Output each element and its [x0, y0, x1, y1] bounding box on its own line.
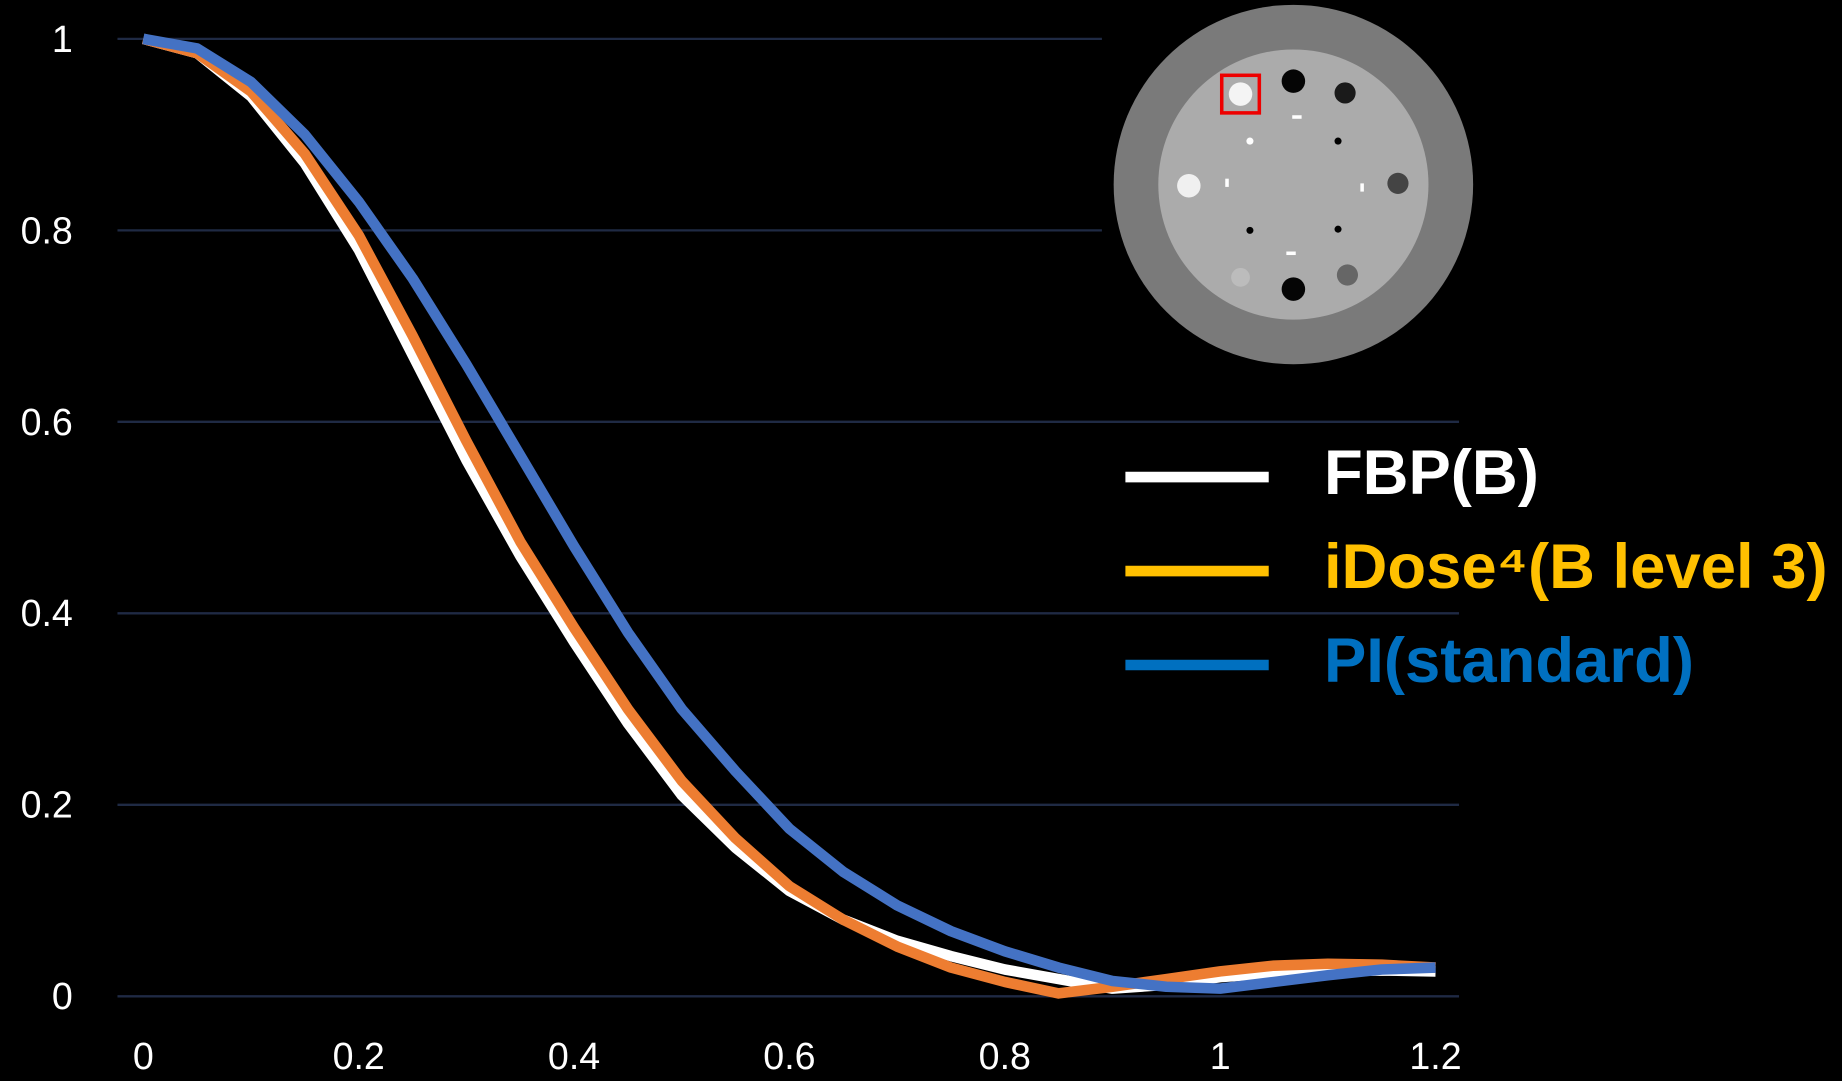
- insert: [1360, 183, 1364, 191]
- insert: [1177, 174, 1200, 197]
- insert: [1282, 277, 1305, 300]
- insert: [1387, 173, 1408, 194]
- y-tick-label: 0: [52, 975, 73, 1017]
- phantom-image: [1102, 0, 1485, 376]
- legend-label: iDose⁴(B level 3): [1324, 532, 1828, 602]
- insert: [1229, 82, 1252, 105]
- y-tick-label: 0.4: [21, 592, 73, 634]
- x-tick-label: 0.6: [763, 1035, 815, 1077]
- x-tick-label: 0.4: [548, 1035, 600, 1077]
- insert: [1335, 138, 1342, 145]
- insert: [1282, 69, 1305, 92]
- insert: [1335, 82, 1356, 103]
- insert: [1337, 264, 1358, 285]
- x-tick-label: 0.2: [333, 1035, 385, 1077]
- insert: [1292, 115, 1301, 119]
- insert: [1246, 138, 1253, 145]
- x-tick-label: 0.8: [979, 1035, 1031, 1077]
- insert: [1286, 252, 1295, 256]
- legend-label: FBP(B): [1324, 438, 1539, 508]
- x-tick-label: 1: [1210, 1035, 1231, 1077]
- insert: [1225, 179, 1229, 187]
- insert: [1246, 227, 1253, 234]
- y-tick-label: 0.6: [21, 401, 73, 443]
- y-tick-label: 0.8: [21, 209, 73, 251]
- x-tick-label: 0: [133, 1035, 154, 1077]
- y-tick-label: 1: [52, 18, 73, 60]
- legend-label: PI(standard): [1324, 626, 1694, 696]
- y-tick-label: 0.2: [21, 784, 73, 826]
- page: {"chart_data": {"type": "line", "x": [0,…: [0, 0, 1842, 1081]
- legend: FBP(B) iDose⁴(B level 3) PI(standard): [1125, 438, 1827, 696]
- insert: [1335, 226, 1342, 233]
- insert: [1231, 268, 1250, 287]
- chart: 0 0.2 0.4 0.6 0.8 1 0 0.2 0.4 0.6 0.8 1 1.2 FBP(B) iD…: [0, 0, 1842, 1081]
- x-tick-label: 1.2: [1409, 1035, 1461, 1077]
